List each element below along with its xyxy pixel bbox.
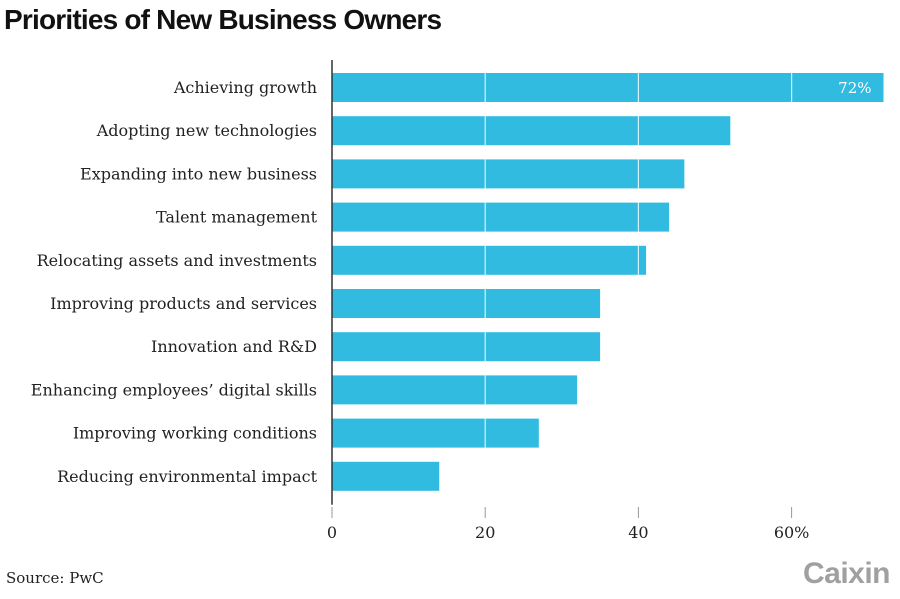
bars-group <box>332 73 884 491</box>
category-label: Adopting new technologies <box>96 121 317 140</box>
bar <box>332 73 884 102</box>
category-label: Enhancing employees’ digital skills <box>31 380 317 399</box>
data-label: 72% <box>838 79 871 97</box>
x-tick-label: 40 <box>628 523 648 542</box>
category-label: Improving working conditions <box>73 424 317 443</box>
bar <box>332 245 647 275</box>
bar <box>332 332 601 362</box>
category-label: Achieving growth <box>173 78 317 97</box>
bar <box>332 461 440 491</box>
bar <box>332 159 685 189</box>
x-tick-label: 0 <box>327 523 337 542</box>
category-label: Expanding into new business <box>80 164 317 183</box>
chart-title: Priorities of New Business Owners <box>4 4 442 35</box>
gridlines-group <box>484 73 793 448</box>
bar <box>332 375 578 405</box>
category-label: Innovation and R&D <box>151 337 317 356</box>
category-labels-group: Achieving growth 72% Adopting new technolo… <box>31 78 872 486</box>
category-label: Talent management <box>156 208 318 227</box>
bar <box>332 289 601 318</box>
category-label: Improving products and services <box>50 294 317 313</box>
x-tick-label: 20 <box>475 523 495 542</box>
bar <box>332 116 731 146</box>
x-tick-label: 60% <box>774 523 810 542</box>
category-label: Reducing environmental impact <box>57 467 317 486</box>
source-note: Source: PwC <box>6 569 104 587</box>
caixin-logo: Caixin <box>802 557 891 590</box>
bar <box>332 202 670 232</box>
category-label: Relocating assets and investments <box>37 251 317 270</box>
bar <box>332 418 539 448</box>
x-axis-group: 0 20 40 60% <box>327 60 809 542</box>
